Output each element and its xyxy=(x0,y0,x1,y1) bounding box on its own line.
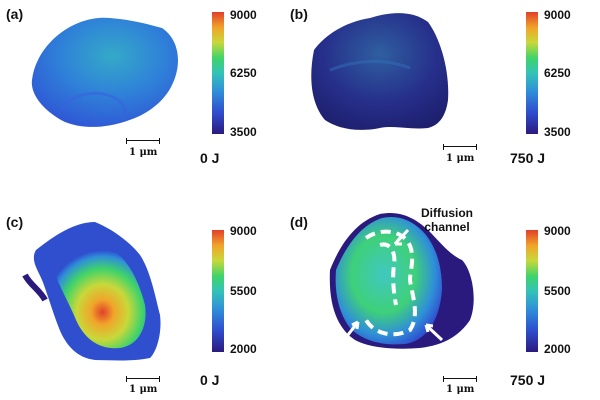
colorbar-min: 3500 xyxy=(230,125,257,139)
colorbar-mid: 5500 xyxy=(230,284,257,298)
scale-bar xyxy=(443,144,477,150)
colorbar xyxy=(526,12,538,134)
particle-image xyxy=(329,212,474,349)
colorbar-max: 9000 xyxy=(544,8,571,22)
panel-a: (a) 9000 6250 3500 1 μm 0 J xyxy=(0,0,300,200)
particle-image xyxy=(31,17,178,127)
scale-label: 1 μm xyxy=(129,384,158,395)
colorbar-mid: 5500 xyxy=(544,284,571,298)
scale-bar xyxy=(126,138,160,144)
particle-image xyxy=(311,13,449,130)
colorbar-max: 9000 xyxy=(544,224,571,238)
scale-label: 1 μm xyxy=(446,153,475,164)
annotation-line-2: channel xyxy=(424,220,470,234)
colorbar-mid: 6250 xyxy=(544,66,571,80)
particle-image xyxy=(22,222,161,361)
colorbar-max: 9000 xyxy=(230,224,257,238)
scale-label: 1 μm xyxy=(129,147,158,158)
annotation-line-1: Diffusion xyxy=(421,206,473,220)
panel-c: (c) 9000 5500 2000 1 μm 0 J xyxy=(0,200,300,400)
colorbar xyxy=(212,230,224,352)
colorbar xyxy=(526,230,538,352)
scale-bar xyxy=(443,376,477,382)
scale-bar xyxy=(126,376,160,382)
colorbar-min: 2000 xyxy=(544,342,571,356)
colorbar-mid: 6250 xyxy=(230,66,257,80)
colorbar xyxy=(212,12,224,134)
energy-label: 0 J xyxy=(200,150,220,166)
panel-label: (b) xyxy=(290,6,308,22)
panel-label: (d) xyxy=(290,214,308,230)
diffusion-channel-annotation: Diffusion channel xyxy=(412,206,482,234)
energy-label: 750 J xyxy=(510,150,546,166)
energy-label: 0 J xyxy=(200,372,220,388)
colorbar-max: 9000 xyxy=(230,8,257,22)
energy-label: 750 J xyxy=(510,372,546,388)
panel-d: (d) Diffusion channel 9000 5500 2000 1 μ… xyxy=(290,200,600,400)
panel-b: (b) 9000 6250 3500 1 μm 750 J xyxy=(290,0,600,200)
colorbar-min: 2000 xyxy=(230,342,257,356)
panel-label: (a) xyxy=(6,6,24,22)
colorbar-min: 3500 xyxy=(544,125,571,139)
scale-label: 1 μm xyxy=(446,384,475,395)
panel-label: (c) xyxy=(6,214,24,230)
